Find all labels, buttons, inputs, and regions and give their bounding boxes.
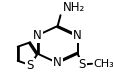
Text: N: N <box>33 29 42 42</box>
Text: N: N <box>73 29 81 42</box>
Text: NH₂: NH₂ <box>62 1 84 14</box>
Text: S: S <box>26 59 33 72</box>
Text: S: S <box>78 58 85 71</box>
Text: CH₃: CH₃ <box>92 59 113 69</box>
Text: N: N <box>53 56 61 69</box>
